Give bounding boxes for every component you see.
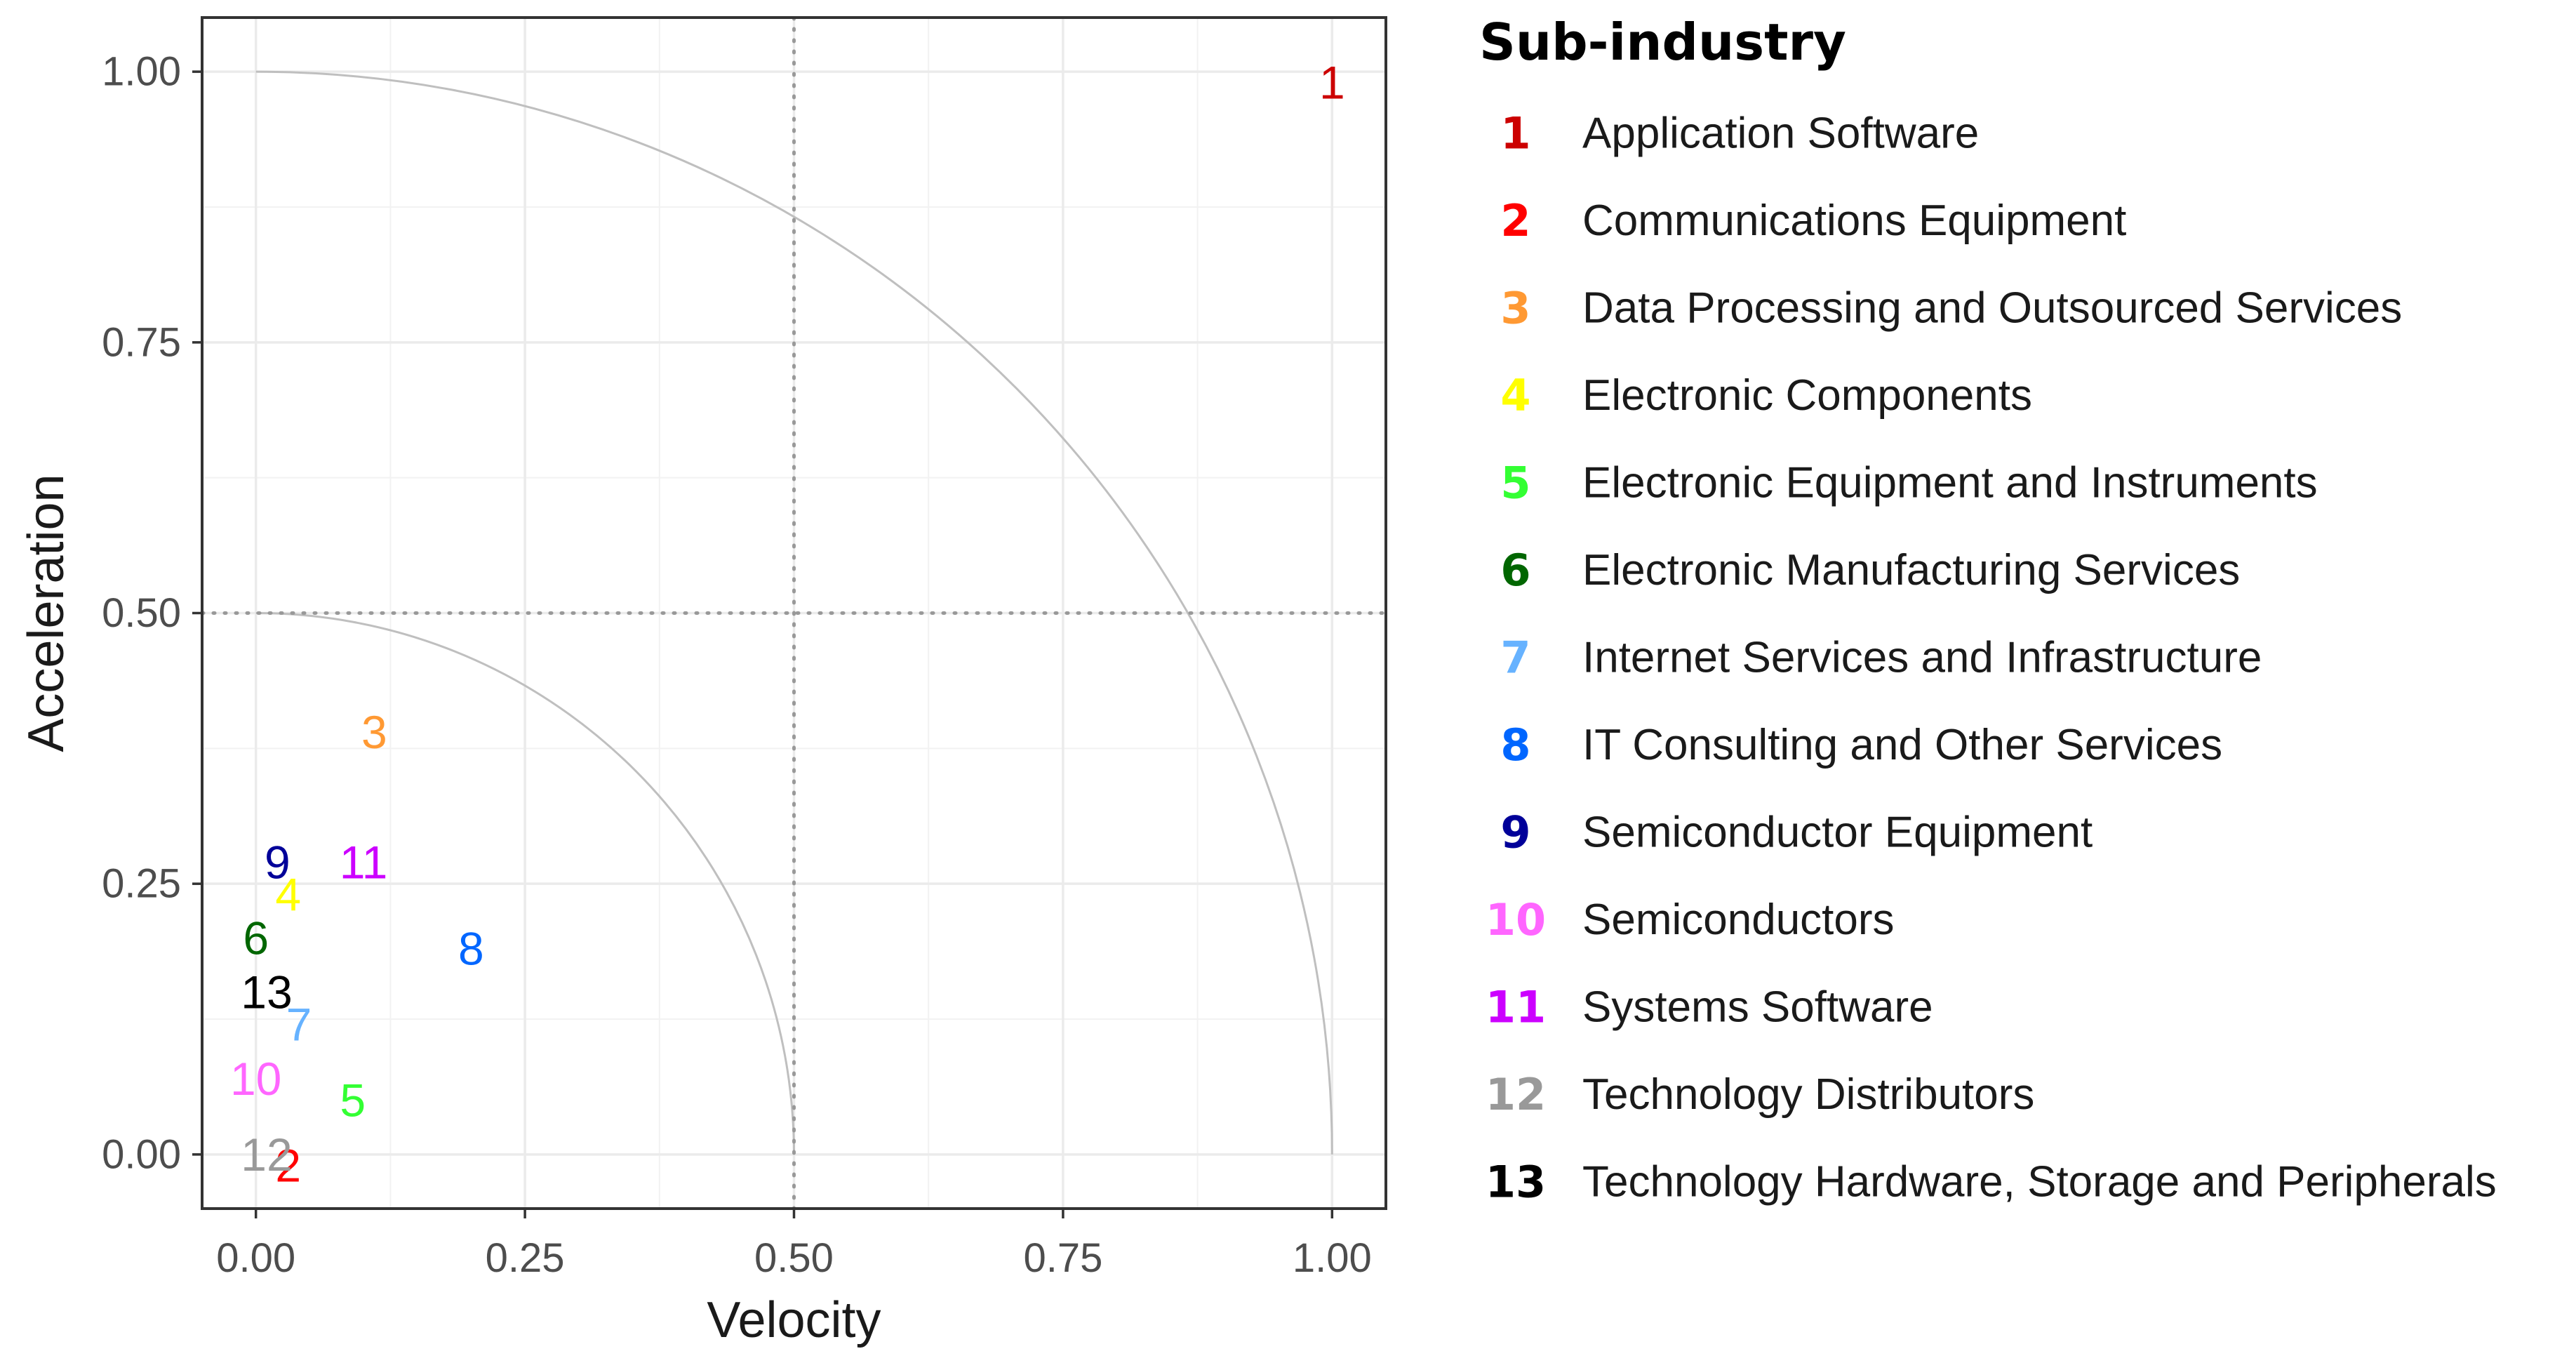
y-tick-label-4: 1.00 [102,49,181,95]
x-axis-title: Velocity [707,1292,881,1348]
legend-label-8: IT Consulting and Other Services [1582,721,2222,769]
legend-label-9: Semiconductor Equipment [1582,809,2093,857]
legend-key-11: 11 [1486,982,1546,1033]
x-tick-label-1: 0.25 [486,1235,565,1281]
legend-label-12: Technology Distributors [1582,1070,2034,1119]
point-label-2: 2 [275,1139,301,1191]
legend-key-5: 5 [1500,458,1530,509]
x-tick-label-3: 0.75 [1023,1235,1102,1281]
legend-label-6: Electronic Manufacturing Services [1582,546,2240,594]
x-tick-label-4: 1.00 [1293,1235,1372,1281]
legend-key-12: 12 [1486,1069,1546,1120]
y-axis-title: Acceleration [18,474,74,752]
legend: Sub-industry 1 Application Software 2 Commun… [1479,13,2497,1208]
legend-title: Sub-industry [1479,13,1846,72]
reference-arc-1 [255,70,1333,1155]
point-label-3: 3 [361,706,387,758]
legend-label-10: Semiconductors [1582,896,1895,944]
legend-key-9: 9 [1500,807,1530,858]
point-label-4: 4 [275,869,301,921]
point-label-1: 1 [1319,57,1345,109]
legend-label-2: Communications Equipment [1582,197,2126,245]
y-tick-label-2: 0.50 [102,590,181,636]
legend-label-13: Technology Hardware, Storage and Periphe… [1582,1158,2497,1206]
legend-key-3: 3 [1500,283,1530,334]
point-label-5: 5 [340,1075,366,1126]
point-label-6: 6 [243,912,269,964]
x-tick-label-2: 0.50 [754,1235,834,1281]
legend-key-8: 8 [1500,719,1530,771]
legend-key-2: 2 [1500,195,1530,246]
y-tick-label-1: 0.25 [102,861,181,907]
legend-key-6: 6 [1500,545,1530,596]
reference-arc-0 [255,612,795,1155]
legend-label-11: Systems Software [1582,983,1933,1032]
legend-label-1: Application Software [1582,109,1979,158]
legend-key-7: 7 [1500,632,1530,684]
axes: 0.00 0.25 0.50 0.75 1.00 0.00 0.25 0.50 0.75 1.00… [18,49,1372,1348]
point-label-8: 8 [458,923,484,975]
legend-label-7: Internet Services and Infrastructure [1582,634,2262,682]
y-tick-label-3: 0.75 [102,319,181,365]
legend-key-13: 13 [1486,1157,1546,1208]
legend-label-3: Data Processing and Outsourced Services [1582,284,2402,333]
legend-label-5: Electronic Equipment and Instruments [1582,459,2318,507]
point-label-7: 7 [286,999,312,1051]
point-label-9: 9 [265,836,291,888]
point-label-11: 11 [340,836,388,888]
legend-key-4: 4 [1500,370,1530,421]
y-tick-label-0: 0.00 [102,1131,181,1177]
legend-label-4: Electronic Components [1582,371,2032,420]
x-tick-label-0: 0.00 [216,1235,295,1281]
point-label-12: 12 [241,1129,292,1181]
point-label-13: 13 [241,966,292,1018]
point-label-10: 10 [230,1053,281,1105]
legend-key-10: 10 [1486,894,1546,945]
legend-key-1: 1 [1500,108,1530,159]
